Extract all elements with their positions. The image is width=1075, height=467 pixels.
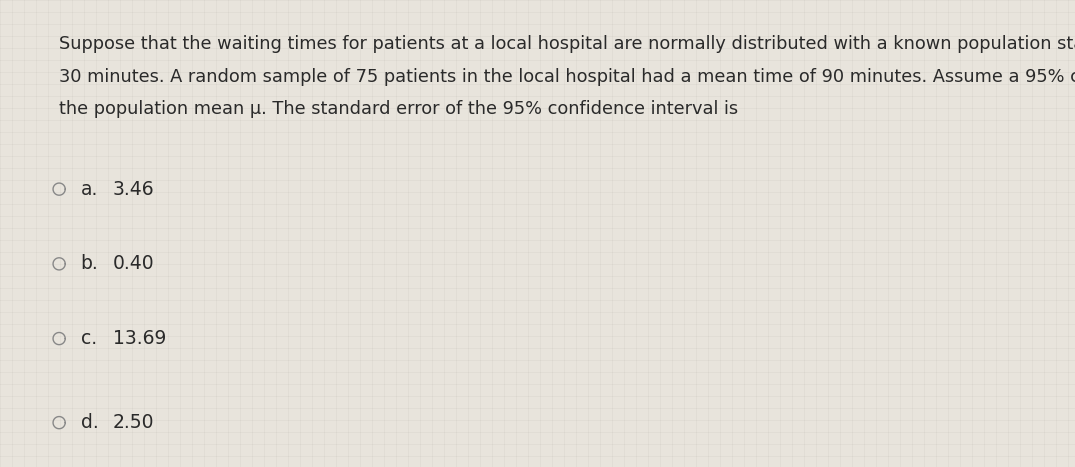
Text: b.: b. bbox=[81, 255, 99, 273]
Text: 2.50: 2.50 bbox=[113, 413, 155, 432]
Text: a.: a. bbox=[81, 180, 98, 198]
Text: 13.69: 13.69 bbox=[113, 329, 167, 348]
Text: 3.46: 3.46 bbox=[113, 180, 155, 198]
Text: 30 minutes. A random sample of 75 patients in the local hospital had a mean time: 30 minutes. A random sample of 75 patien… bbox=[59, 68, 1075, 86]
Text: 0.40: 0.40 bbox=[113, 255, 155, 273]
Text: Suppose that the waiting times for patients at a local hospital are normally dis: Suppose that the waiting times for patie… bbox=[59, 35, 1075, 53]
Text: d.: d. bbox=[81, 413, 99, 432]
Text: c.: c. bbox=[81, 329, 97, 348]
Text: the population mean μ. The standard error of the 95% confidence interval is: the population mean μ. The standard erro… bbox=[59, 100, 739, 119]
